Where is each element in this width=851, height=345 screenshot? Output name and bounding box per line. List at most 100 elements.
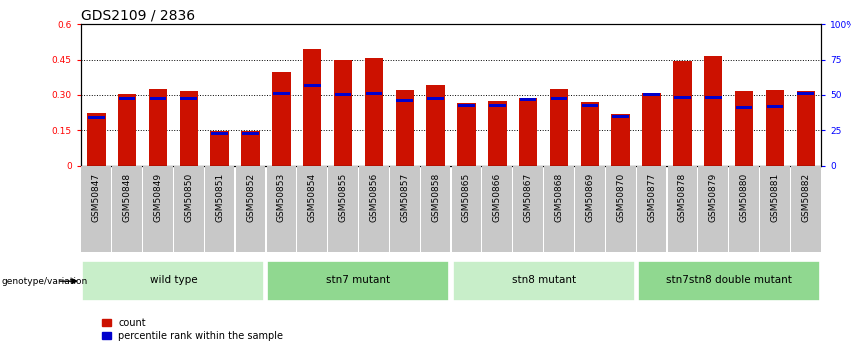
Text: stn7stn8 double mutant: stn7stn8 double mutant — [665, 275, 791, 285]
Bar — [174, 166, 203, 252]
Bar — [452, 166, 482, 252]
Text: GSM50851: GSM50851 — [215, 172, 224, 222]
Text: GSM50867: GSM50867 — [523, 172, 533, 222]
Text: GSM50852: GSM50852 — [246, 172, 255, 221]
Bar — [334, 59, 352, 166]
Text: GSM50856: GSM50856 — [369, 172, 379, 222]
Bar — [580, 102, 599, 166]
Bar — [797, 92, 814, 95]
Bar — [426, 86, 445, 166]
Bar — [611, 114, 630, 166]
Text: wild type: wild type — [150, 275, 197, 285]
Bar — [575, 166, 605, 252]
Bar — [364, 58, 383, 166]
Bar — [87, 112, 106, 166]
Bar — [613, 115, 629, 118]
Bar — [210, 131, 229, 166]
Text: GSM50866: GSM50866 — [493, 172, 502, 222]
Text: stn7 mutant: stn7 mutant — [327, 275, 391, 285]
Bar — [704, 56, 722, 166]
Bar — [705, 96, 722, 99]
Bar — [729, 166, 759, 252]
Bar — [766, 90, 784, 166]
Bar — [643, 93, 660, 96]
Bar — [267, 261, 449, 302]
Bar — [581, 104, 598, 107]
Bar — [453, 261, 635, 302]
Bar — [150, 97, 166, 100]
Bar — [211, 131, 228, 135]
Text: GSM50858: GSM50858 — [431, 172, 440, 222]
Bar — [328, 166, 358, 252]
Text: GSM50848: GSM50848 — [123, 172, 132, 221]
Text: GSM50868: GSM50868 — [555, 172, 563, 222]
Bar — [83, 261, 265, 302]
Text: GSM50847: GSM50847 — [92, 172, 100, 221]
Text: GSM50878: GSM50878 — [678, 172, 687, 222]
Bar — [243, 131, 259, 135]
Bar — [273, 92, 289, 95]
Bar — [236, 166, 266, 252]
Bar — [674, 96, 691, 99]
Bar — [303, 49, 322, 166]
Bar — [513, 166, 543, 252]
Bar — [791, 166, 820, 252]
Bar — [667, 166, 697, 252]
Bar — [643, 92, 660, 166]
Bar — [457, 103, 476, 166]
Legend: count, percentile rank within the sample: count, percentile rank within the sample — [98, 314, 287, 345]
Bar — [205, 166, 235, 252]
Bar — [297, 166, 327, 252]
Bar — [88, 116, 105, 119]
Bar — [734, 91, 753, 166]
Text: GSM50882: GSM50882 — [802, 172, 810, 221]
Bar — [112, 166, 142, 252]
Bar — [304, 84, 321, 87]
Bar — [699, 166, 728, 252]
Bar — [390, 166, 420, 252]
Bar — [272, 72, 290, 166]
Bar — [544, 166, 574, 252]
Bar — [427, 97, 444, 100]
Bar — [396, 90, 414, 166]
Bar — [180, 97, 197, 100]
Text: GSM50865: GSM50865 — [462, 172, 471, 222]
Bar — [550, 89, 568, 166]
Bar — [397, 99, 413, 102]
Bar — [420, 166, 450, 252]
Bar — [117, 94, 136, 166]
Bar — [637, 166, 666, 252]
Text: GSM50849: GSM50849 — [153, 172, 163, 221]
Bar — [797, 91, 815, 166]
Bar — [488, 101, 506, 166]
Text: GSM50881: GSM50881 — [770, 172, 780, 222]
Bar — [736, 106, 752, 109]
Bar — [458, 104, 475, 107]
Text: GSM50877: GSM50877 — [647, 172, 656, 222]
Bar — [266, 166, 296, 252]
Bar — [637, 261, 820, 302]
Bar — [551, 97, 568, 100]
Text: GSM50857: GSM50857 — [400, 172, 409, 222]
Bar — [673, 61, 692, 166]
Bar — [483, 166, 512, 252]
Bar — [606, 166, 636, 252]
Text: GSM50880: GSM50880 — [740, 172, 749, 222]
Text: stn8 mutant: stn8 mutant — [511, 275, 575, 285]
Bar — [242, 131, 260, 166]
Text: GSM50879: GSM50879 — [709, 172, 717, 222]
Bar — [149, 89, 167, 166]
Text: GSM50869: GSM50869 — [585, 172, 594, 222]
Bar — [334, 93, 351, 96]
Text: GSM50850: GSM50850 — [185, 172, 193, 222]
Bar — [767, 105, 783, 108]
Bar — [366, 92, 382, 95]
Text: GSM50854: GSM50854 — [308, 172, 317, 221]
Text: genotype/variation: genotype/variation — [2, 277, 88, 286]
Bar — [760, 166, 790, 252]
Bar — [119, 97, 135, 100]
Bar — [143, 166, 173, 252]
Bar — [359, 166, 389, 252]
Bar — [520, 98, 536, 101]
Bar — [82, 166, 111, 252]
